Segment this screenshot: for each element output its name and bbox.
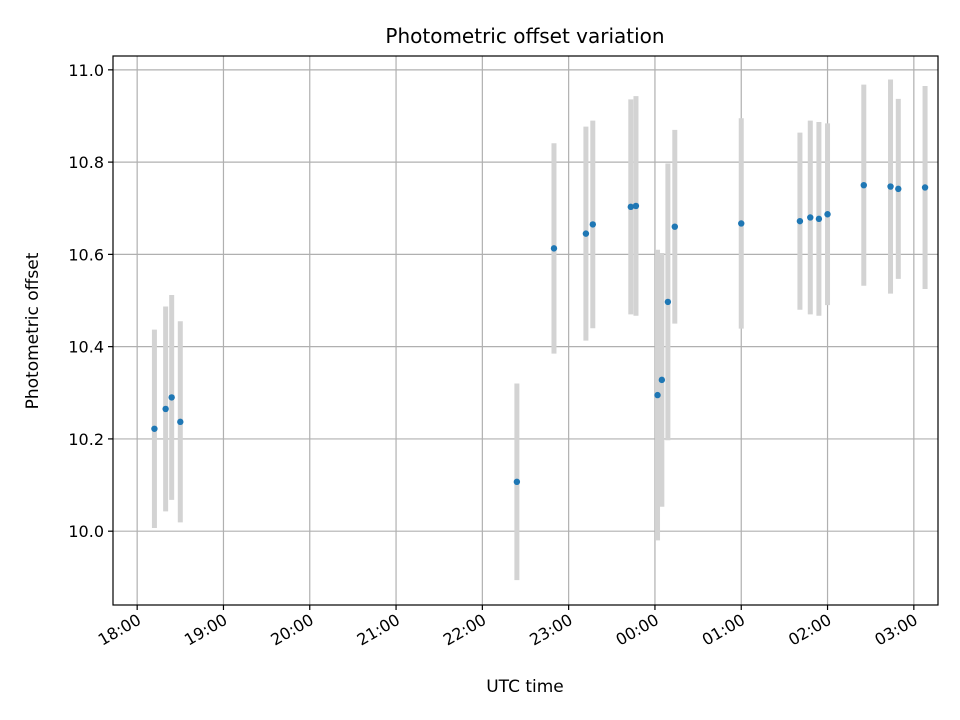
data-point <box>664 298 672 306</box>
data-point <box>796 217 804 225</box>
y-tick-label: 10.0 <box>68 522 104 541</box>
y-tick-label: 11.0 <box>68 61 104 80</box>
data-point <box>168 394 175 401</box>
chart-title: Photometric offset variation <box>385 24 664 48</box>
x-axis-title: UTC time <box>486 677 564 697</box>
y-tick-label: 10.8 <box>68 153 104 172</box>
data-point <box>895 185 902 193</box>
data-point <box>887 183 894 190</box>
data-point <box>658 376 666 384</box>
plot-frame <box>112 55 939 606</box>
data-point <box>815 215 823 223</box>
data-points <box>151 181 929 486</box>
y-tick-label: 10.4 <box>68 338 104 357</box>
plot-area <box>113 56 938 605</box>
data-point <box>671 223 678 230</box>
data-point <box>860 181 867 189</box>
y-axis-title: Photometric offset <box>23 252 43 409</box>
data-point <box>738 220 745 227</box>
data-point <box>513 478 521 486</box>
data-point <box>654 391 661 399</box>
y-tick-label: 10.6 <box>68 245 104 264</box>
data-point <box>151 425 158 432</box>
y-axis: 10.0 10.2 10.4 10.6 10.8 11.0 <box>68 61 113 541</box>
data-point <box>582 230 590 237</box>
data-point <box>807 214 814 221</box>
data-point <box>589 221 597 228</box>
data-point <box>632 202 640 210</box>
data-point <box>627 203 634 211</box>
data-point <box>162 405 169 413</box>
data-point <box>824 211 831 218</box>
y-tick-label: 10.2 <box>68 430 104 449</box>
data-point <box>177 418 184 426</box>
data-point <box>921 184 929 191</box>
data-point <box>550 245 558 252</box>
